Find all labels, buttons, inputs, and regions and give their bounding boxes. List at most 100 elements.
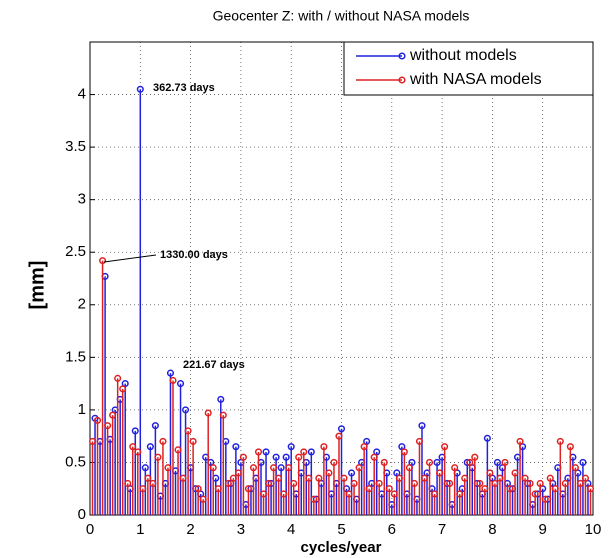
stem <box>234 469 242 515</box>
stem-marker <box>179 474 187 482</box>
stem-marker <box>461 474 469 482</box>
stem <box>365 485 373 515</box>
stem <box>194 485 202 515</box>
stem <box>99 257 107 515</box>
y-tick-label: 3 <box>78 191 86 208</box>
stem <box>486 469 494 515</box>
annotation: 221.67 days <box>183 359 245 371</box>
stem <box>265 479 273 515</box>
stem <box>249 464 258 515</box>
y-tick-label: 4 <box>78 86 86 103</box>
stem-marker <box>131 427 139 435</box>
stem-marker <box>476 479 484 488</box>
stem <box>209 464 217 515</box>
stem-marker <box>151 422 159 430</box>
stem-marker <box>385 485 393 493</box>
stem <box>310 495 318 515</box>
stem <box>516 437 524 515</box>
stem-marker <box>295 453 303 461</box>
stem-marker <box>93 416 102 424</box>
chart-title: Geocenter Z: with / without NASA models <box>213 8 470 24</box>
stem <box>579 458 587 515</box>
stem-marker <box>526 479 534 488</box>
stem <box>169 376 177 515</box>
stem-marker <box>491 479 499 488</box>
stem-marker <box>483 434 491 442</box>
stem-marker <box>320 443 328 451</box>
stem <box>556 437 564 515</box>
stem-marker <box>436 469 444 477</box>
stem <box>566 443 574 515</box>
stem-marker <box>136 85 144 93</box>
stem <box>164 464 172 515</box>
stem-marker <box>209 464 217 472</box>
stem-marker <box>501 458 509 466</box>
stem <box>254 448 263 515</box>
stem <box>217 395 225 515</box>
y-tick-label: 1 <box>78 401 86 418</box>
stem <box>476 479 484 515</box>
stem-marker <box>521 474 529 482</box>
stem-marker <box>420 474 429 482</box>
stem <box>214 485 222 515</box>
stem-marker <box>340 474 348 482</box>
stem <box>335 432 343 515</box>
x-axis-label: cycles/year <box>301 539 382 556</box>
stem <box>420 474 429 515</box>
y-tick-label: 3.5 <box>65 138 86 155</box>
stem <box>451 464 459 515</box>
stem <box>129 443 137 515</box>
stem-marker <box>451 464 459 472</box>
stem <box>546 474 554 515</box>
x-tick-label: 8 <box>488 521 496 538</box>
stem <box>109 411 117 515</box>
stem-marker <box>194 485 202 493</box>
stem <box>134 448 142 515</box>
stem <box>436 469 444 515</box>
stem <box>270 464 278 515</box>
x-tick-label: 4 <box>287 521 295 538</box>
legend-marker <box>398 76 406 84</box>
stem <box>315 474 323 515</box>
stem-marker <box>229 474 237 482</box>
stem <box>287 443 295 515</box>
stem-marker <box>481 485 489 493</box>
stem <box>280 490 288 515</box>
stem-marker <box>265 479 273 488</box>
stem-marker <box>370 453 378 461</box>
stem-marker <box>141 464 149 472</box>
stem-marker <box>355 464 363 472</box>
stem-marker <box>119 385 127 393</box>
stem <box>425 458 434 515</box>
stem <box>182 406 190 515</box>
stem-marker <box>169 376 177 385</box>
y-tick-label: 2 <box>78 296 86 313</box>
stem <box>124 479 132 515</box>
stem <box>541 495 549 515</box>
stem <box>320 443 328 515</box>
legend-box <box>343 41 594 96</box>
stem-marker <box>154 453 162 461</box>
x-tick-label: 3 <box>237 521 245 538</box>
x-tick-label: 2 <box>186 521 194 538</box>
stem <box>337 425 346 515</box>
stem <box>229 474 237 515</box>
stem <box>199 495 207 515</box>
x-tick-label: 7 <box>438 521 446 538</box>
stem-marker <box>380 458 388 466</box>
stem-marker <box>415 437 424 445</box>
stem-marker <box>129 443 137 451</box>
stem-marker <box>531 490 539 498</box>
stem <box>345 490 353 515</box>
stem-marker <box>244 485 252 493</box>
stem-marker <box>249 464 258 472</box>
stem <box>295 453 303 515</box>
stem <box>204 409 212 515</box>
stem-marker <box>511 469 519 477</box>
stem <box>521 474 529 515</box>
stem-marker <box>139 485 147 493</box>
stem-marker <box>300 448 308 456</box>
y-axis-label: [mm] <box>26 261 48 310</box>
stem-marker <box>214 485 222 493</box>
